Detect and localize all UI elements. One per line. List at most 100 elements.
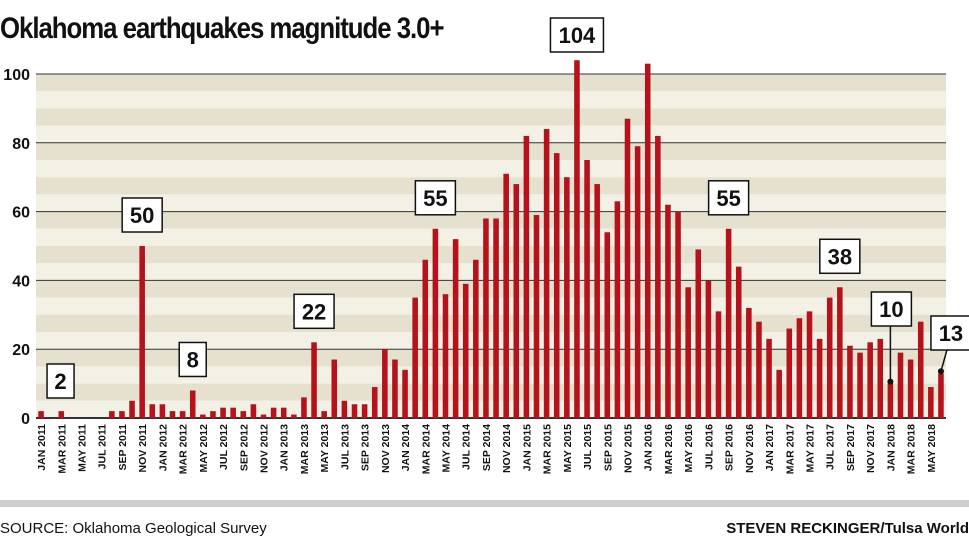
callout-label: 13 bbox=[939, 321, 963, 346]
bar bbox=[220, 407, 226, 418]
bar bbox=[392, 359, 398, 418]
plot-band bbox=[36, 177, 946, 195]
x-tick-label: MAR 2017 bbox=[784, 424, 796, 474]
bar bbox=[351, 404, 358, 418]
bar bbox=[837, 287, 843, 418]
x-tick-label: JAN 2018 bbox=[885, 424, 897, 471]
bar bbox=[655, 135, 661, 419]
bar bbox=[614, 201, 621, 418]
bar bbox=[553, 153, 560, 418]
bar bbox=[766, 338, 772, 418]
bar bbox=[452, 239, 459, 418]
bar bbox=[210, 411, 216, 418]
bar bbox=[371, 387, 378, 418]
bar bbox=[119, 411, 125, 418]
bar bbox=[412, 297, 418, 418]
bar bbox=[564, 177, 570, 418]
callout-leader bbox=[940, 349, 948, 372]
x-tick-label: NOV 2014 bbox=[501, 424, 513, 473]
bar bbox=[897, 352, 904, 418]
bar bbox=[462, 283, 469, 418]
x-tick-label: NOV 2013 bbox=[380, 424, 392, 473]
plot-band bbox=[36, 280, 946, 298]
bar bbox=[382, 349, 388, 418]
bar bbox=[109, 411, 115, 418]
bar bbox=[705, 280, 712, 418]
bar bbox=[200, 414, 206, 418]
plot-band bbox=[36, 108, 946, 126]
callout-box bbox=[121, 197, 163, 233]
bar bbox=[321, 411, 327, 418]
callout-box bbox=[930, 315, 969, 351]
x-tick-label: JUL 2013 bbox=[339, 424, 351, 470]
x-tick-label: MAY 2018 bbox=[926, 424, 938, 473]
bar bbox=[280, 407, 287, 418]
bar bbox=[624, 118, 631, 418]
chart-title: Oklahoma earthquakes magnitude 3.0+ bbox=[0, 12, 445, 45]
plot-band bbox=[36, 142, 946, 160]
bar bbox=[179, 411, 186, 418]
callout-box bbox=[707, 180, 750, 216]
x-tick-label: NOV 2017 bbox=[865, 424, 877, 473]
y-tick-label: 60 bbox=[12, 205, 30, 222]
bar bbox=[665, 204, 671, 418]
bar bbox=[675, 211, 681, 418]
callout-label: 55 bbox=[716, 186, 740, 211]
x-tick-label: JAN 2016 bbox=[643, 424, 655, 471]
y-tick-label: 20 bbox=[12, 342, 30, 359]
bar bbox=[402, 369, 408, 418]
bar bbox=[938, 373, 944, 418]
bar bbox=[695, 249, 702, 418]
x-tick-label: MAR 2013 bbox=[299, 424, 311, 474]
callout-box bbox=[414, 180, 457, 216]
bar bbox=[604, 232, 611, 418]
bar bbox=[725, 228, 732, 418]
x-tick-label: SEP 2016 bbox=[724, 424, 736, 471]
callout-box bbox=[819, 238, 861, 275]
callout-box bbox=[293, 293, 335, 330]
plot-band bbox=[36, 228, 946, 246]
x-tick-label: JUL 2012 bbox=[218, 424, 230, 470]
bar bbox=[442, 294, 449, 418]
bar bbox=[473, 259, 479, 418]
callout-label: 8 bbox=[187, 347, 199, 372]
x-tick-label: MAY 2012 bbox=[198, 424, 210, 473]
x-tick-label: SEP 2012 bbox=[238, 424, 250, 471]
bar bbox=[806, 311, 813, 418]
bar bbox=[149, 404, 156, 418]
bar bbox=[786, 328, 793, 418]
x-tick-label: MAR 2014 bbox=[420, 424, 432, 474]
bar bbox=[311, 342, 317, 418]
bar bbox=[361, 404, 368, 418]
bar bbox=[917, 321, 924, 418]
y-tick-label: 40 bbox=[12, 273, 30, 290]
x-tick-label: JAN 2017 bbox=[764, 424, 776, 471]
bar bbox=[513, 184, 520, 418]
x-tick-label: JAN 2011 bbox=[36, 424, 48, 471]
source-note: SOURCE: Oklahoma Geological Survey bbox=[0, 520, 267, 537]
bar bbox=[38, 411, 44, 418]
x-tick-label: MAR 2016 bbox=[663, 424, 675, 474]
x-tick-label: JAN 2013 bbox=[279, 424, 291, 471]
x-tick-label: MAY 2014 bbox=[441, 424, 453, 473]
bar bbox=[523, 135, 530, 419]
plot-band bbox=[36, 211, 946, 229]
plot-band bbox=[36, 74, 946, 92]
bar bbox=[776, 369, 782, 418]
bar bbox=[746, 307, 752, 418]
x-tick-label: JAN 2015 bbox=[521, 424, 533, 471]
bar bbox=[139, 246, 145, 418]
plot-band bbox=[36, 160, 946, 178]
bar bbox=[574, 60, 580, 419]
x-tick-label: SEP 2014 bbox=[481, 424, 493, 471]
y-tick-label: 80 bbox=[12, 136, 30, 153]
x-tick-label: MAR 2018 bbox=[906, 424, 918, 474]
bar bbox=[756, 321, 762, 418]
x-tick-label: MAY 2017 bbox=[805, 424, 817, 473]
plot-band bbox=[36, 125, 946, 143]
x-tick-label: JUL 2015 bbox=[582, 424, 594, 470]
x-tick-label: NOV 2011 bbox=[137, 424, 149, 473]
bar bbox=[877, 338, 884, 418]
bar bbox=[230, 407, 236, 418]
x-tick-label: MAR 2015 bbox=[542, 424, 554, 474]
